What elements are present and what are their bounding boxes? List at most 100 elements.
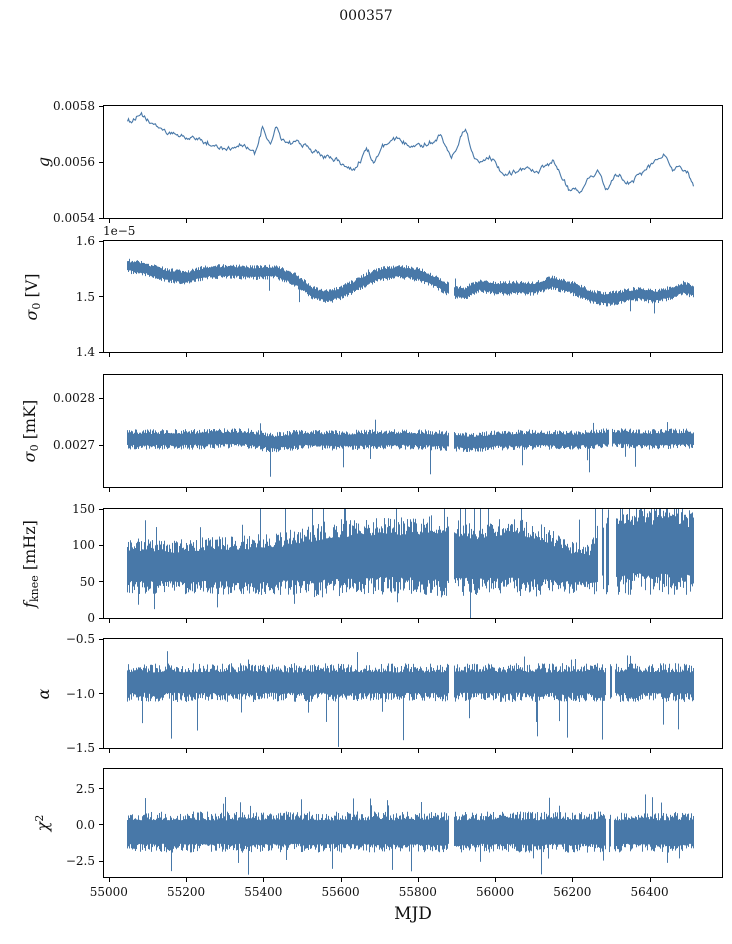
x-tick-mark	[649, 619, 651, 623]
y-tick-label: 0.0	[75, 817, 95, 832]
y-tick-mark	[99, 693, 103, 694]
x-tick-mark	[108, 488, 110, 492]
panel-sigma0-mK-plot	[104, 375, 722, 487]
x-tick-label: 56400	[630, 885, 669, 899]
x-tick-mark	[417, 219, 419, 223]
x-tick-mark	[649, 219, 651, 223]
y-tick-mark	[99, 397, 103, 399]
y-tick-label: −1.0	[65, 686, 95, 701]
x-tick-mark	[340, 619, 342, 623]
y-axis-label-part: α	[34, 688, 53, 699]
y-tick-label: −1.5	[65, 741, 95, 755]
x-tick-label: 55400	[244, 885, 283, 899]
panel-alpha-plot	[104, 639, 722, 748]
y-tick-label: −0.5	[65, 632, 95, 646]
x-tick-mark	[186, 353, 188, 357]
x-tick-label: 55200	[166, 885, 206, 899]
panel-chi2-plot	[104, 769, 722, 877]
y-axis-label-part: [mHz]	[20, 519, 39, 575]
x-tick-mark	[263, 353, 265, 357]
y-tick-label: 1.6	[75, 234, 95, 248]
x-tick-mark	[340, 488, 342, 492]
y-tick-label: −2.5	[65, 854, 95, 869]
x-tick-mark	[340, 219, 342, 223]
x-tick-mark	[572, 619, 574, 623]
x-tick-mark	[572, 878, 574, 882]
y-tick-mark	[99, 747, 103, 749]
x-tick-mark	[340, 749, 342, 753]
y-tick-mark	[99, 508, 103, 510]
x-axis-label: MJD	[394, 904, 432, 924]
x-tick-mark	[340, 353, 342, 357]
x-tick-label: 56000	[475, 885, 515, 899]
x-tick-mark	[108, 219, 110, 223]
y-tick-label: 0	[87, 611, 95, 625]
x-tick-mark	[572, 749, 574, 753]
x-tick-mark	[108, 878, 110, 882]
y-tick-mark	[99, 544, 103, 546]
x-tick-mark	[186, 619, 188, 623]
x-tick-mark	[417, 619, 419, 623]
x-tick-mark	[649, 749, 651, 753]
x-tick-label: 55800	[398, 885, 437, 899]
axis-offset-text: 1e−5	[103, 224, 136, 238]
y-axis-label-part: 0	[30, 302, 43, 310]
panel-g-plot	[104, 106, 722, 218]
y-axis-label-part: σ	[22, 309, 41, 321]
y-axis-label-part: knee	[28, 574, 41, 602]
y-axis-label-part: [mK]	[20, 399, 39, 445]
x-tick-label: 56200	[553, 885, 592, 899]
panel-sigma0-mK	[103, 374, 723, 488]
y-tick-mark	[99, 351, 103, 353]
y-tick-label: 100	[72, 538, 95, 553]
y-axis-label-part: g	[34, 156, 53, 168]
figure-title: 000357	[339, 8, 393, 24]
x-tick-mark	[340, 878, 342, 882]
x-tick-mark	[572, 353, 574, 357]
y-axis-label-f-knee: fknee [mHz]	[20, 494, 41, 634]
x-tick-mark	[263, 878, 265, 882]
x-tick-mark	[572, 219, 574, 223]
panel-sigma0-V-plot	[104, 241, 722, 352]
panel-f-knee	[103, 508, 723, 619]
y-axis-label-part: σ	[20, 451, 39, 463]
y-tick-label: 0.0027	[53, 438, 95, 452]
y-axis-label-sigma0-mK: σ0 [mK]	[20, 361, 41, 501]
x-tick-mark	[186, 488, 188, 492]
x-tick-mark	[417, 488, 419, 492]
panel-sigma0-V	[103, 240, 723, 353]
y-tick-label: 0.0054	[53, 211, 95, 225]
y-tick-label: 1.4	[75, 345, 95, 359]
x-tick-mark	[495, 488, 497, 492]
x-tick-mark	[417, 878, 419, 882]
panel-g	[103, 105, 723, 219]
x-tick-mark	[495, 219, 497, 223]
y-tick-mark	[99, 296, 103, 297]
x-tick-mark	[649, 878, 651, 882]
y-tick-label: 0.0028	[53, 391, 95, 406]
x-tick-mark	[495, 749, 497, 753]
y-tick-label: 150	[72, 502, 95, 516]
x-tick-label: 55000	[89, 885, 128, 899]
y-tick-mark	[99, 581, 103, 583]
y-axis-label-part: f	[20, 601, 39, 608]
y-axis-label-chi2: χ2	[30, 753, 52, 893]
y-tick-mark	[99, 444, 103, 446]
y-tick-label: 0.0056	[53, 155, 95, 169]
y-tick-label: 1.5	[75, 289, 95, 304]
x-tick-mark	[417, 353, 419, 357]
x-tick-mark	[186, 878, 188, 882]
x-tick-mark	[263, 619, 265, 623]
x-tick-mark	[263, 749, 265, 753]
y-tick-mark	[99, 217, 103, 219]
x-tick-mark	[649, 353, 651, 357]
y-tick-mark	[99, 161, 103, 163]
panel-alpha	[103, 638, 723, 749]
x-tick-mark	[495, 353, 497, 357]
y-axis-label-sigma0-V: σ0 [V]	[22, 227, 43, 367]
y-axis-label-part: 2	[33, 814, 46, 822]
x-tick-mark	[108, 619, 110, 623]
x-tick-mark	[417, 749, 419, 753]
y-tick-mark	[99, 638, 103, 640]
